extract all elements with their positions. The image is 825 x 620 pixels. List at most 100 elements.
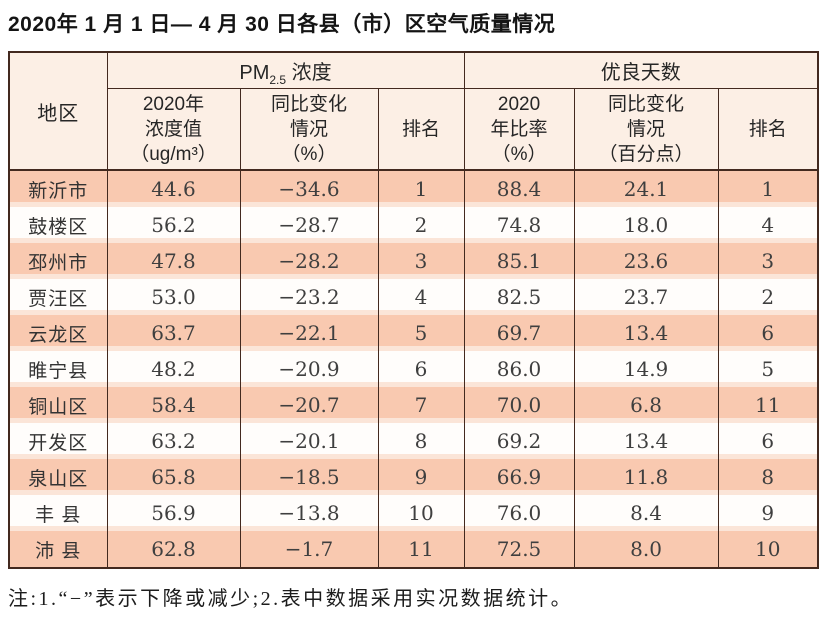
pm-change-cell: −20.1 (239, 423, 379, 460)
table-row: 贾汪区 53.0 −23.2 4 82.5 23.7 2 (8, 279, 819, 316)
days-rank-cell: 5 (717, 351, 819, 388)
header-line: 2020年 (142, 93, 205, 115)
page-title: 2020年 1 月 1 日— 4 月 30 日各县（市）区空气质量情况 (8, 13, 556, 36)
pm-change-cell: −1.7 (239, 531, 379, 569)
pm-value-cell: 65.8 (106, 459, 241, 496)
header-line: 情况 (289, 118, 328, 140)
days-ratio-cell: 70.0 (463, 387, 575, 424)
header-pm-value: 2020年 浓度值 （ug/m³） (106, 88, 241, 172)
pm-value-cell: 53.0 (106, 279, 241, 316)
pm-value-cell: 47.8 (106, 243, 241, 280)
pm-rank-cell: 2 (377, 207, 465, 244)
header-pm-change: 同比变化 情况 （%） (239, 88, 379, 172)
days-change-cell: 8.0 (573, 531, 719, 569)
days-rank-cell: 10 (717, 531, 819, 569)
pm-value-cell: 56.2 (106, 207, 241, 244)
header-days-change: 同比变化 情况 （百分点） (573, 88, 719, 172)
header-line: （百分点） (598, 143, 694, 165)
table-row: 沛 县 62.8 −1.7 11 72.5 8.0 10 (8, 531, 819, 569)
region-cell: 丰 县 (8, 495, 108, 532)
region-cell: 睢宁县 (8, 351, 108, 388)
header-line: 情况 (627, 118, 666, 140)
air-quality-table: 地区 PM2.5 浓度 优良天数 2020年 浓度值 （ug/m³） 同比变化 … (8, 51, 820, 570)
table-body: 新沂市 44.6 −34.6 1 88.4 24.1 1 鼓楼区 56.2 −28.7 2 74.8 1… (8, 170, 819, 569)
pm-value-cell: 63.2 (106, 423, 241, 460)
days-change-cell: 6.8 (573, 387, 719, 424)
region-cell: 铜山区 (8, 387, 108, 424)
pm-value-cell: 62.8 (106, 531, 241, 569)
table-row: 睢宁县 48.2 −20.9 6 86.0 14.9 5 (8, 351, 819, 388)
header-line: 年比率 (490, 118, 548, 140)
header-group-good-days: 优良天数 (463, 52, 819, 90)
header-line: 排名 (748, 118, 787, 140)
days-ratio-cell: 85.1 (463, 243, 575, 280)
pm-rank-cell: 8 (377, 423, 465, 460)
pm-rank-cell: 3 (377, 243, 465, 280)
region-cell: 贾汪区 (8, 279, 108, 316)
pm-rank-cell: 6 (377, 351, 465, 388)
pm-change-cell: −23.2 (239, 279, 379, 316)
pm-change-cell: −20.7 (239, 387, 379, 424)
days-ratio-cell: 72.5 (463, 531, 575, 569)
header-line: 排名 (402, 118, 441, 140)
days-rank-cell: 8 (717, 459, 819, 496)
pm-change-cell: −18.5 (239, 459, 379, 496)
pm-change-cell: −13.8 (239, 495, 379, 532)
pm25-subscript: 2.5 (269, 73, 287, 88)
header-line: （%） (491, 143, 547, 165)
days-ratio-cell: 82.5 (463, 279, 575, 316)
table-row: 新沂市 44.6 −34.6 1 88.4 24.1 1 (8, 170, 819, 208)
pm-rank-cell: 9 (377, 459, 465, 496)
days-change-cell: 8.4 (573, 495, 719, 532)
pm-change-cell: −22.1 (239, 315, 379, 352)
table-row: 鼓楼区 56.2 −28.7 2 74.8 18.0 4 (8, 207, 819, 244)
days-ratio-cell: 86.0 (463, 351, 575, 388)
pm-rank-cell: 11 (377, 531, 465, 569)
region-cell: 新沂市 (8, 170, 108, 208)
days-change-cell: 23.6 (573, 243, 719, 280)
days-rank-cell: 2 (717, 279, 819, 316)
days-ratio-cell: 69.7 (463, 315, 575, 352)
table-row: 泉山区 65.8 −18.5 9 66.9 11.8 8 (8, 459, 819, 496)
header-line: （ug/m³） (130, 143, 217, 165)
days-ratio-cell: 69.2 (463, 423, 575, 460)
days-change-cell: 14.9 (573, 351, 719, 388)
days-change-cell: 11.8 (573, 459, 719, 496)
table-row: 邳州市 47.8 −28.2 3 85.1 23.6 3 (8, 243, 819, 280)
pm-value-cell: 63.7 (106, 315, 241, 352)
pm-change-cell: −28.2 (239, 243, 379, 280)
pm-rank-cell: 4 (377, 279, 465, 316)
days-ratio-cell: 76.0 (463, 495, 575, 532)
table-row: 丰 县 56.9 −13.8 10 76.0 8.4 9 (8, 495, 819, 532)
table-row: 开发区 63.2 −20.1 8 69.2 13.4 6 (8, 423, 819, 460)
header-line: 浓度值 (144, 118, 202, 140)
days-rank-cell: 3 (717, 243, 819, 280)
region-cell: 鼓楼区 (8, 207, 108, 244)
pm-rank-cell: 1 (377, 170, 465, 208)
region-cell: 邳州市 (8, 243, 108, 280)
header-days-ratio: 2020 年比率 （%） (463, 88, 575, 172)
header-line: 2020 (497, 93, 541, 115)
pm-change-cell: −34.6 (239, 170, 379, 208)
header-line: （%） (281, 143, 337, 165)
days-change-cell: 18.0 (573, 207, 719, 244)
table-row: 铜山区 58.4 −20.7 7 70.0 6.8 11 (8, 387, 819, 424)
header-sub-row: 2020年 浓度值 （ug/m³） 同比变化 情况 （%） 排名 2020 年比… (9, 88, 819, 172)
header-line: 同比变化 (608, 93, 685, 115)
pm-value-cell: 58.4 (106, 387, 241, 424)
pm-value-cell: 44.6 (106, 170, 241, 208)
days-ratio-cell: 74.8 (463, 207, 575, 244)
days-ratio-cell: 66.9 (463, 459, 575, 496)
days-rank-cell: 4 (717, 207, 819, 244)
footnote: 注:1.“−”表示下降或减少;2.表中数据采用实况数据统计。 (8, 588, 574, 611)
days-rank-cell: 6 (717, 423, 819, 460)
table-header: 地区 PM2.5 浓度 优良天数 2020年 浓度值 （ug/m³） 同比变化 … (8, 52, 819, 172)
pm-rank-cell: 5 (377, 315, 465, 352)
header-pm-rank: 排名 (377, 88, 465, 172)
days-rank-cell: 11 (717, 387, 819, 424)
header-line: 同比变化 (270, 93, 347, 115)
pm-rank-cell: 10 (377, 495, 465, 532)
header-region: 地区 (8, 52, 108, 172)
days-rank-cell: 9 (717, 495, 819, 532)
region-cell: 开发区 (8, 423, 108, 460)
